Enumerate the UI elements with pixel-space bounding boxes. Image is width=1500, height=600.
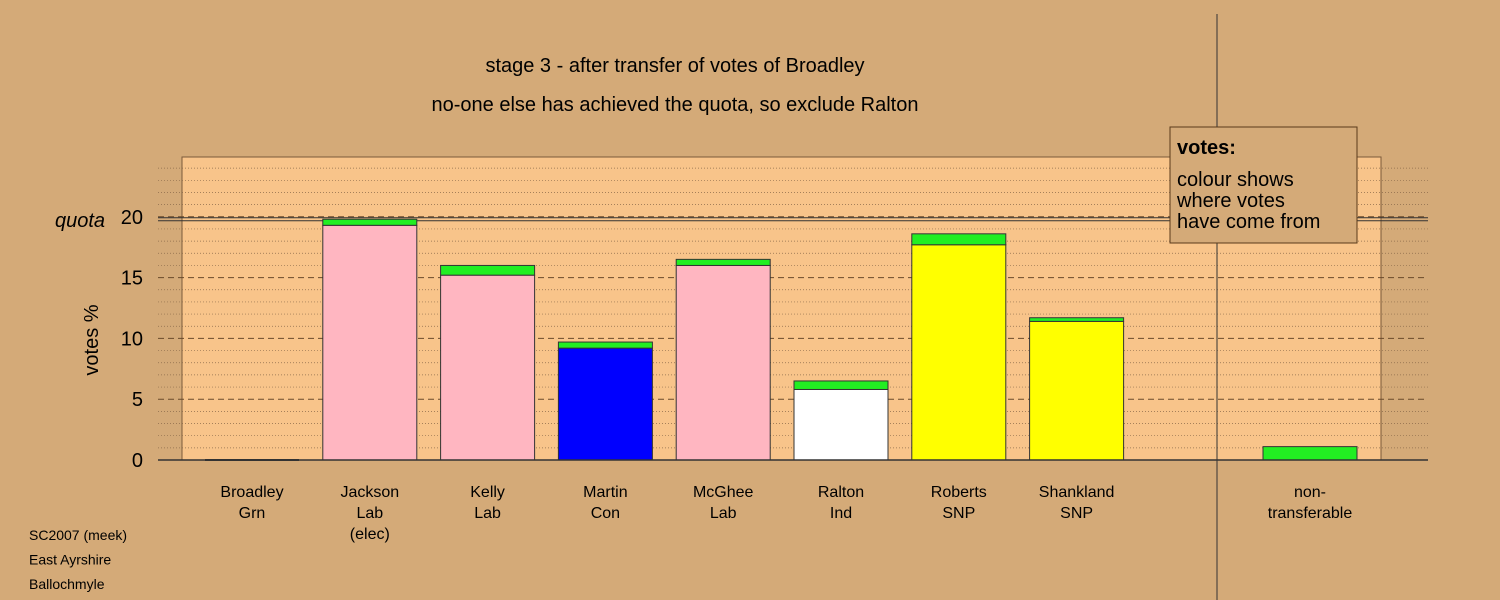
bar-transfer (675, 258, 771, 266)
credit-text: East Ayrshire (29, 552, 111, 568)
bar-base (557, 347, 653, 461)
chart-subtitle: no-one else has achieved the quota, so e… (431, 94, 918, 116)
y-tick-label: 5 (132, 389, 143, 411)
credit-text: SC2007 (meek) (29, 527, 127, 543)
bar-transfer (440, 264, 536, 276)
category-label: McGhee (693, 484, 754, 501)
bar-transfer (1029, 317, 1125, 322)
category-label-non-transferable: transferable (1268, 505, 1353, 522)
category-label: Grn (239, 505, 266, 522)
category-label: Martin (583, 484, 627, 501)
bar-transfer (557, 341, 653, 349)
legend-title: votes: (1177, 137, 1236, 159)
bar-transfer (911, 233, 1007, 246)
category-label: Ralton (818, 484, 864, 501)
category-label: Lab (710, 505, 737, 522)
chart-title: stage 3 - after transfer of votes of Bro… (485, 55, 864, 77)
y-tick-label: 0 (132, 450, 143, 472)
bar-base (1029, 320, 1125, 461)
bar-base (793, 388, 889, 461)
category-label: Kelly (470, 484, 505, 501)
credit-text: Ballochmyle (29, 576, 105, 592)
legend-text: where votes (1176, 190, 1285, 212)
category-label: Lab (474, 505, 501, 522)
category-label: SNP (942, 505, 975, 522)
category-label: Con (591, 505, 620, 522)
y-tick-label: 15 (121, 268, 143, 290)
category-label: (elec) (350, 526, 390, 543)
category-label: Shankland (1039, 484, 1115, 501)
category-label: Broadley (220, 484, 283, 501)
category-label-non-transferable: non- (1294, 484, 1326, 501)
bar-base (440, 274, 536, 461)
bar-transfer (793, 380, 889, 390)
bar-base (911, 244, 1007, 461)
bar-base (675, 264, 771, 461)
category-label: Roberts (931, 484, 987, 501)
y-axis-label: votes % (81, 304, 103, 375)
y-tick-label: 10 (121, 328, 143, 350)
category-label: Jackson (340, 484, 399, 501)
legend-text: have come from (1177, 211, 1320, 233)
y-tick-label: 20 (121, 207, 143, 229)
bar-non-transferable (1262, 446, 1358, 461)
category-label: Lab (356, 505, 383, 522)
category-label: Ind (830, 505, 852, 522)
category-label: SNP (1060, 505, 1093, 522)
bar-transfer (322, 218, 418, 226)
legend-box (1169, 126, 1358, 244)
legend-text: colour shows (1177, 169, 1294, 191)
bar-base (322, 224, 418, 461)
quota-label: quota (55, 210, 105, 232)
